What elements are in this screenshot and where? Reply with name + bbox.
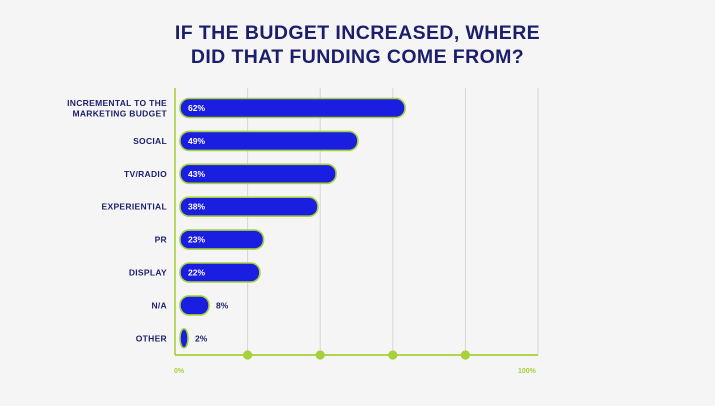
data-label: 22% xyxy=(188,268,205,278)
data-label: 43% xyxy=(188,169,205,179)
bar xyxy=(179,327,189,349)
axis-tick-dot xyxy=(388,350,398,360)
bar xyxy=(179,262,261,283)
chart-title: IF THE BUDGET INCREASED, WHERE DID THAT … xyxy=(0,21,715,69)
chart-title-line-1: IF THE BUDGET INCREASED, WHERE xyxy=(174,22,541,44)
data-label: 23% xyxy=(188,235,205,245)
x-axis: 0% 100% xyxy=(174,88,538,375)
axis-tick-dot xyxy=(243,350,253,360)
bar xyxy=(179,295,210,316)
category-label: MARKETING BUDGET xyxy=(72,108,167,118)
bar xyxy=(179,130,359,152)
category-label: PR xyxy=(155,235,167,245)
gridlines xyxy=(247,88,539,355)
category-label: TV/RADIO xyxy=(124,169,167,179)
axis-tick-dot xyxy=(315,350,325,360)
category-label: EXPERIENTIAL xyxy=(102,202,167,212)
value-labels: 62% 49% 43% 38% 23% 22% 8% 2% xyxy=(188,103,229,343)
bar xyxy=(179,196,319,217)
bar xyxy=(179,163,337,185)
category-label: N/A xyxy=(151,300,167,310)
chart-title-line-2: DID THAT FUNDING COME FROM? xyxy=(190,46,525,68)
axis-tick-dot xyxy=(460,350,470,360)
data-label: 38% xyxy=(188,202,205,212)
data-label: 49% xyxy=(188,136,205,146)
x-tick-label-100: 100% xyxy=(518,368,537,375)
bar xyxy=(179,229,265,250)
x-tick-label-0: 0% xyxy=(174,368,185,375)
data-label: 62% xyxy=(188,103,205,113)
data-label: 8% xyxy=(216,300,229,310)
category-label: INCREMENTAL TO THE xyxy=(67,98,167,108)
category-label: DISPLAY xyxy=(129,268,167,278)
data-label: 2% xyxy=(195,333,208,343)
category-label: SOCIAL xyxy=(133,136,167,146)
bar xyxy=(179,97,406,119)
bars xyxy=(179,97,406,349)
category-label: OTHER xyxy=(136,333,167,343)
